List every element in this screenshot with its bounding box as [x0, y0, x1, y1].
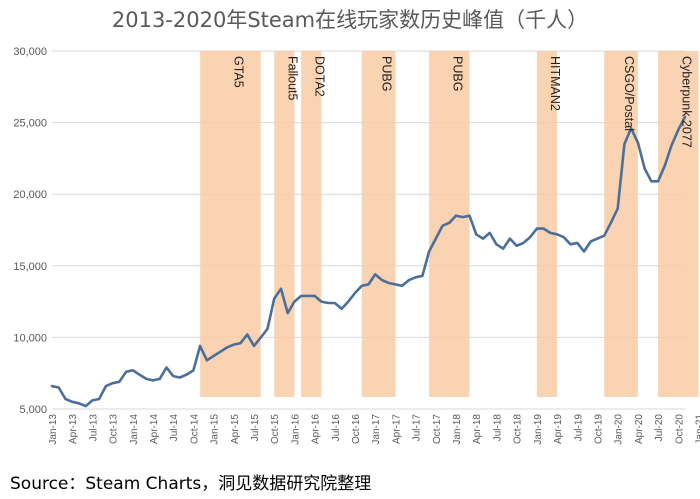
x-tick-label: Oct-16: [351, 414, 362, 444]
x-tick-label: Jul-19: [573, 414, 584, 442]
event-label: Fallout5: [285, 56, 299, 101]
event-label: HITMAN2: [548, 56, 562, 111]
event-band: [274, 51, 295, 397]
x-tick-label: Apr-14: [149, 414, 160, 444]
x-tick-label: Oct-20: [674, 414, 685, 444]
event-band: [658, 51, 699, 397]
x-axis-ticks: Jan-13 Apr-13 Jul-13 Oct-13 Jan-14 Apr-14 Jul-…: [48, 414, 700, 445]
event-label: CSGO/Postal: [622, 56, 636, 131]
x-tick-label: Jul-14: [169, 414, 180, 442]
x-tick-label: Apr-18: [472, 414, 483, 444]
x-tick-label: Oct-19: [593, 414, 604, 444]
x-tick-label: Jan-21: [694, 414, 700, 445]
event-label: PUBG: [380, 56, 394, 91]
y-tick-label: 20,000: [13, 189, 47, 201]
y-tick-label: 5,000: [19, 404, 47, 416]
event-band: [361, 51, 396, 397]
x-tick-label: Apr-13: [68, 414, 79, 444]
series-line: [50, 115, 687, 408]
x-tick-label: Jan-20: [614, 414, 625, 445]
x-tick-label: Apr-17: [391, 414, 402, 444]
event-band: [536, 51, 558, 397]
y-tick-label: 25,000: [13, 118, 47, 130]
x-tick-label: Jan-15: [210, 414, 221, 445]
x-tick-label: Jan-17: [371, 414, 382, 445]
y-axis-ticks: 5,000 10,000 15,000 20,000 25,000 30,000: [13, 46, 47, 416]
event-label: Cyberpunk 2077: [679, 56, 693, 148]
x-tick-label: Oct-14: [189, 414, 200, 444]
x-tick-label: Jan-19: [533, 414, 544, 445]
source-note: Source：Steam Charts，洞见数据研究院整理: [10, 474, 372, 494]
x-tick-label: Jul-16: [331, 414, 342, 442]
x-tick-label: Apr-19: [553, 414, 564, 444]
x-tick-label: Jul-13: [88, 414, 99, 442]
event-label: PUBG: [450, 56, 464, 91]
y-tick-label: 30,000: [13, 46, 47, 58]
x-tick-label: Jul-15: [250, 414, 261, 442]
y-tick-label: 15,000: [13, 261, 47, 273]
event-label: GTA5: [231, 56, 245, 88]
x-tick-label: Oct-13: [109, 414, 120, 444]
event-labels: GTA5 Fallout5 DOTA2 PUBG PUBG HITMAN2 CSGO/Pos…: [231, 56, 693, 148]
x-tick-label: Apr-16: [311, 414, 322, 444]
x-tick-label: Jan-14: [129, 414, 140, 445]
x-tick-label: Jul-20: [654, 414, 665, 442]
x-tick-label: Jan-16: [290, 414, 301, 445]
player-peak-line: [50, 115, 687, 408]
y-tick-label: 10,000: [13, 332, 47, 344]
x-tick-label: Apr-20: [634, 414, 645, 444]
x-tick-label: Oct-15: [270, 414, 281, 444]
x-tick-label: Jan-13: [48, 414, 59, 445]
event-band: [301, 51, 322, 397]
x-tick-label: Jul-18: [492, 414, 503, 442]
x-tick-label: Oct-18: [513, 414, 524, 444]
x-tick-label: Oct-17: [432, 414, 443, 444]
x-tick-label: Jan-18: [452, 414, 463, 445]
x-tick-label: Jul-17: [412, 414, 423, 442]
chart-title: 2013-2020年Steam在线玩家数历史峰值（千人）: [111, 8, 589, 32]
x-tick-label: Apr-15: [230, 414, 241, 444]
event-label: DOTA2: [312, 56, 326, 97]
